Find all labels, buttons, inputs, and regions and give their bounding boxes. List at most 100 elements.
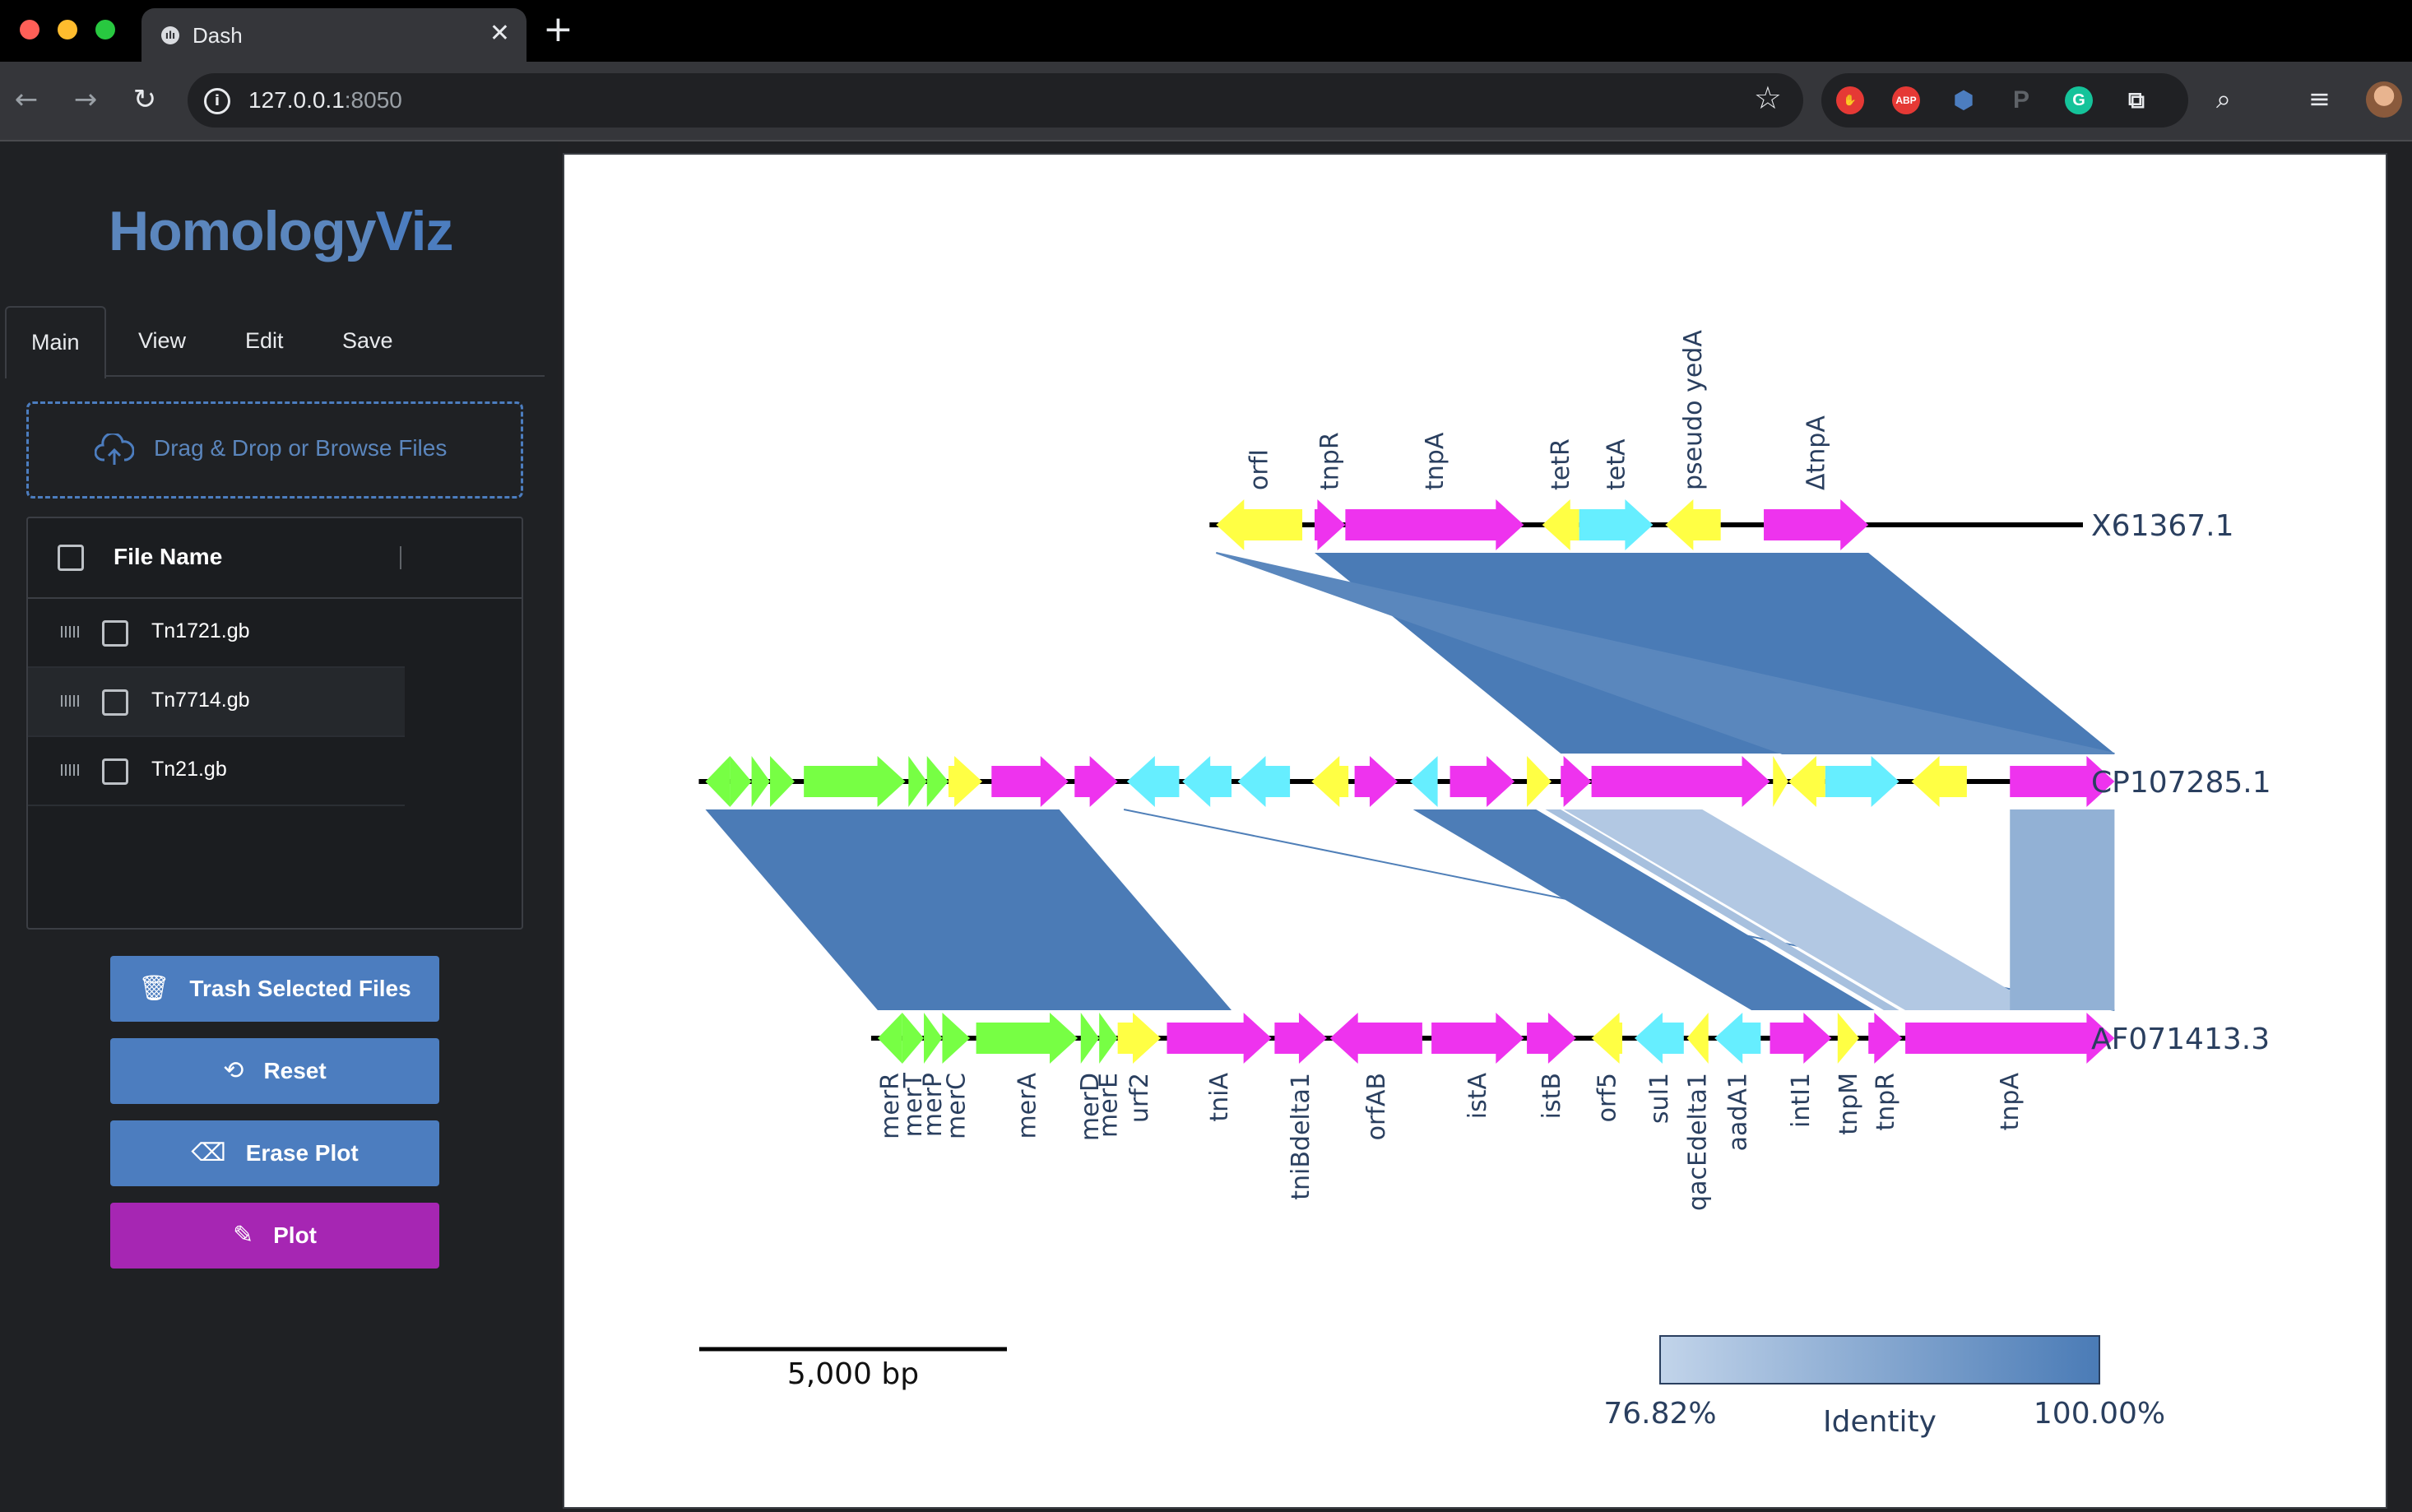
back-icon[interactable]: ← [14,83,39,116]
alignment-ribbon[interactable] [705,809,1232,1010]
table-row[interactable]: Tn1721.gb [28,599,405,668]
gene-arrow[interactable] [1665,499,1721,550]
tab-edit[interactable]: Edit [245,328,284,353]
site-info-icon[interactable]: i [204,88,230,114]
address-bar[interactable]: i 127.0.0.1:8050 ☆ [188,73,1803,128]
gene-arrow[interactable] [948,756,983,807]
extensions-puzzle-icon[interactable]: ⧉ [2128,87,2145,113]
gene-arrow[interactable] [1354,756,1398,807]
gene-arrow[interactable] [1825,756,1899,807]
gene-arrow[interactable] [751,756,771,807]
close-window-button[interactable] [20,20,39,39]
alignment-ribbon[interactable] [1412,809,1875,1010]
gene-arrow[interactable] [1634,1013,1684,1064]
gene-arrow[interactable] [1905,1013,2115,1064]
gene-arrow[interactable] [991,756,1069,807]
gene-arrow[interactable] [942,1013,971,1064]
bookmark-star-icon[interactable]: ☆ [1753,80,1782,116]
gene-arrow[interactable] [1591,756,1770,807]
gene-arrow[interactable] [926,756,949,807]
alignment-ribbon[interactable] [1315,553,2115,754]
gene-arrow[interactable] [1311,756,1349,807]
table-row[interactable]: Tn7714.gb [28,668,405,737]
gene-arrow[interactable] [1182,756,1232,807]
grammarly-extension-icon[interactable]: G [2065,86,2093,114]
gene-arrow[interactable] [1714,1013,1761,1064]
gene-arrow[interactable] [924,1013,943,1064]
profile-avatar[interactable] [2366,81,2402,118]
tab-main[interactable]: Main [5,306,106,378]
gene-arrow[interactable] [1274,1013,1327,1064]
gene-arrow[interactable] [1080,1013,1100,1064]
gene-arrow[interactable] [1450,756,1515,807]
gene-arrow[interactable] [1911,756,1967,807]
maximize-window-button[interactable] [95,20,115,39]
gene-arrow[interactable] [1237,756,1291,807]
reload-icon[interactable]: ↻ [132,83,157,116]
shield-extension-icon[interactable]: ⬢ [1953,87,1974,113]
forward-icon[interactable]: → [73,83,98,116]
drag-handle-icon[interactable] [61,626,79,638]
gene-arrow[interactable] [705,756,731,807]
tab-view[interactable]: View [138,328,187,353]
row-checkbox[interactable] [102,758,128,785]
new-tab-icon[interactable]: + [543,8,573,50]
trash-selected-files-button[interactable]: 🗑 Trash Selected Files [110,956,439,1022]
gene-arrow[interactable] [1837,1013,1859,1064]
gene-arrow[interactable] [1764,499,1869,550]
gene-arrow[interactable] [1117,1013,1161,1064]
reset-button[interactable]: ⟲ Reset [110,1038,439,1104]
gene-arrow[interactable] [877,1013,902,1064]
gene-arrow[interactable] [1167,1013,1272,1064]
gene-arrow[interactable] [976,1013,1078,1064]
abp-extension-icon[interactable]: ABP [1892,86,1920,114]
select-all-checkbox[interactable] [58,545,84,571]
column-resize-handle[interactable] [400,546,401,569]
adblock-extension-icon[interactable]: ✋ [1836,86,1864,114]
file-upload-dropzone[interactable]: Drag & Drop or Browse Files [26,401,523,499]
gene-arrow[interactable] [1345,499,1524,550]
gene-arrow[interactable] [1788,756,1825,807]
p-extension-icon[interactable]: P [2012,86,2029,114]
alignment-ribbon[interactable] [1563,809,2044,1010]
plot-area[interactable]: orfI tnpR tnpA tetR tetA pseudo yedA ΔtnpA X613… [563,153,2387,1509]
gene-arrow[interactable] [770,756,795,807]
gene-arrow[interactable] [1431,1013,1524,1064]
gene-arrow[interactable] [1579,499,1654,550]
alignment-ribbon[interactable] [2010,809,2115,1010]
drag-handle-icon[interactable] [61,764,79,776]
gene-arrow[interactable] [1561,756,1592,807]
erase-plot-button[interactable]: ⌫ Erase Plot [110,1120,439,1186]
gene-arrow[interactable] [1099,1013,1118,1064]
gene-arrow[interactable] [1527,1013,1576,1064]
gene-arrow[interactable] [1773,756,1788,807]
alignment-ribbon[interactable] [1215,552,2115,754]
plot-button[interactable]: ✎ Plot [110,1203,439,1269]
gene-arrow[interactable] [804,756,906,807]
gene-arrow[interactable] [1527,756,1552,807]
drag-handle-icon[interactable] [61,695,79,707]
gene-arrow[interactable] [1074,756,1118,807]
gene-arrow[interactable] [2010,756,2115,807]
gene-arrow[interactable] [908,756,927,807]
gene-arrow[interactable] [1686,1013,1709,1064]
row-checkbox[interactable] [102,689,128,716]
gene-arrow[interactable] [1329,1013,1422,1064]
gene-arrow[interactable] [902,1013,925,1064]
row-checkbox[interactable] [102,620,128,647]
minimize-window-button[interactable] [58,20,77,39]
gene-arrow[interactable] [1216,499,1303,550]
gene-arrow[interactable] [1591,1013,1622,1064]
browser-tab[interactable]: ılı Dash ✕ [141,8,526,62]
alignment-ribbon[interactable] [1545,809,1899,1010]
gene-arrow[interactable] [1315,499,1346,550]
gene-arrow[interactable] [1409,756,1438,807]
tab-close-icon[interactable]: ✕ [489,19,510,48]
tab-save[interactable]: Save [342,328,393,353]
gene-arrow[interactable] [1126,756,1180,807]
tab-search-icon[interactable]: ⌕ [2216,83,2231,114]
gene-arrow[interactable] [1542,499,1579,550]
gene-arrow[interactable] [1868,1013,1903,1064]
gene-arrow[interactable] [730,756,752,807]
gene-arrow[interactable] [1770,1013,1832,1064]
